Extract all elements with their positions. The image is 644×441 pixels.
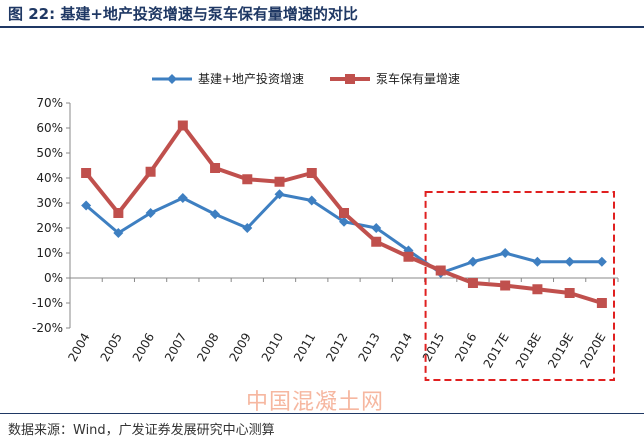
- series-point: [500, 248, 511, 258]
- title-rule: [0, 26, 644, 28]
- series-point: [306, 195, 317, 206]
- y-tick-label: -20%: [32, 321, 63, 335]
- chart-annotations: [424, 191, 615, 381]
- series-point: [274, 189, 285, 200]
- x-tick-label: 2013: [355, 331, 382, 364]
- legend-label: 泵车保有量增速: [376, 71, 460, 86]
- series-point: [467, 278, 478, 288]
- x-tick-label: 2012: [323, 331, 350, 364]
- x-tick-label: 2016: [452, 331, 479, 364]
- x-tick-label: 2017E: [481, 331, 512, 371]
- series-point: [242, 174, 253, 185]
- series-point: [145, 166, 156, 177]
- source-rule: [0, 413, 644, 414]
- chart-legend: 基建+地产投资增速 泵车保有量增速: [152, 71, 460, 86]
- x-tick-label: 2006: [130, 331, 157, 364]
- series-point: [564, 256, 575, 267]
- legend-marker: [345, 74, 355, 84]
- series-point: [113, 208, 124, 218]
- series-line: [85, 192, 602, 275]
- series-point: [177, 120, 188, 131]
- legend-marker: [167, 74, 177, 84]
- series-point: [467, 256, 478, 267]
- x-tick-label: 2015: [420, 331, 447, 364]
- y-tick-label: 30%: [36, 196, 63, 210]
- series-point: [500, 280, 511, 291]
- series-point: [532, 284, 543, 295]
- y-tick-label: -10%: [32, 296, 63, 310]
- series-point: [596, 256, 607, 267]
- legend-label: 基建+地产投资增速: [198, 71, 304, 86]
- series-point: [435, 265, 446, 276]
- series-point: [403, 251, 414, 262]
- x-tick-label: 2008: [194, 331, 221, 364]
- x-tick-label: 2004: [65, 331, 92, 364]
- y-tick-label: 40%: [36, 171, 63, 185]
- x-tick-label: 2020E: [577, 331, 608, 371]
- x-tick-label: 2018E: [513, 331, 544, 371]
- watermark-text: 中国混凝土网: [246, 390, 385, 415]
- series-point: [242, 223, 253, 233]
- chart-series: [81, 120, 607, 308]
- x-tick-label: 2005: [98, 331, 125, 364]
- x-tick-label: 2014: [388, 331, 415, 364]
- x-tick-label: 2009: [226, 331, 253, 364]
- series-point: [210, 163, 221, 173]
- y-tick-label: 0%: [44, 271, 63, 285]
- series-point: [532, 256, 543, 267]
- series-point: [81, 200, 92, 211]
- y-tick-label: 60%: [36, 121, 63, 135]
- series-point: [81, 168, 92, 178]
- y-tick-label: 20%: [36, 221, 63, 235]
- y-tick-label: 50%: [36, 146, 63, 160]
- series-point: [339, 208, 349, 218]
- series-point: [210, 209, 221, 220]
- series-point: [564, 288, 575, 298]
- series-point: [274, 176, 285, 187]
- x-tick-label: 2010: [259, 331, 286, 364]
- x-tick-label: 2007: [162, 331, 189, 364]
- series-point: [306, 168, 317, 178]
- series-point: [113, 228, 124, 238]
- series-point: [177, 193, 188, 203]
- series-point: [145, 208, 156, 218]
- series-point: [371, 223, 382, 233]
- x-tick-label: 2019E: [545, 331, 576, 371]
- series-point: [596, 298, 607, 308]
- source-note: 数据来源：Wind，广发证券发展研究中心测算: [8, 423, 275, 438]
- x-tick-label: 2011: [291, 331, 318, 364]
- figure-title: 图 22: 基建+地产投资增速与泵车保有量增速的对比: [8, 5, 358, 23]
- series-point: [371, 236, 382, 247]
- series-point: [339, 216, 349, 227]
- y-tick-label: 70%: [36, 96, 63, 110]
- forecast-dashed-box: [424, 191, 615, 381]
- y-tick-label: 10%: [36, 246, 63, 260]
